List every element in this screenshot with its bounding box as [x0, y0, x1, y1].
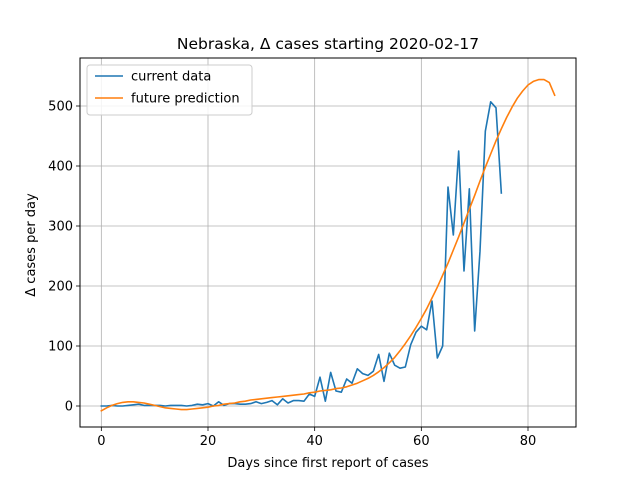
y-tick-label: 500: [48, 100, 73, 115]
plot-frame: [79, 57, 577, 428]
y-tick-label: 400: [48, 160, 73, 175]
legend: current data future prediction: [86, 64, 253, 116]
x-tick-label: 20: [200, 434, 217, 449]
legend-label: current data: [131, 70, 211, 85]
x-tick-label: 40: [306, 434, 323, 449]
current-data-line: [100, 101, 503, 407]
y-tick-label: 300: [48, 220, 73, 235]
x-tick-label: 0: [97, 434, 105, 449]
x-tick-label: 60: [413, 434, 430, 449]
y-tick-label: 0: [65, 400, 73, 415]
series-layer: [100, 78, 556, 412]
y-tick-label: 200: [48, 280, 73, 295]
ticks: 0 20 40 60 80 0 100 200 300 400 500: [48, 100, 536, 450]
x-tick-label: 80: [520, 434, 537, 449]
chart-title: Nebraska, Δ cases starting 2020-02-17: [177, 35, 479, 53]
y-tick-label: 100: [48, 340, 73, 355]
legend-box: [86, 64, 253, 116]
future-prediction-line: [100, 78, 556, 412]
legend-label: future prediction: [131, 92, 240, 107]
y-axis-label: Δ cases per day: [24, 193, 39, 297]
x-axis-label: Days since first report of cases: [227, 456, 428, 471]
